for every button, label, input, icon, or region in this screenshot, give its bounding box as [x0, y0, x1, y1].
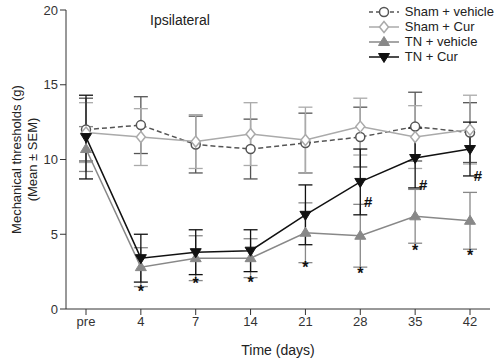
svg-text:(Mean ± SEM): (Mean ± SEM)	[25, 118, 40, 202]
html-text:Ipsilateral: Ipsilateral	[150, 12, 210, 28]
svg-text:*: *	[302, 259, 309, 276]
svg-text:21: 21	[298, 314, 312, 329]
svg-text:4: 4	[137, 314, 144, 329]
svg-text:#: #	[474, 167, 483, 184]
svg-text:10: 10	[44, 152, 58, 167]
html-text:Sham + vehicle: Sham + vehicle	[404, 4, 494, 19]
svg-text:#: #	[364, 193, 373, 210]
svg-text:#: #	[419, 176, 428, 193]
svg-text:20: 20	[44, 3, 58, 18]
svg-text:*: *	[193, 275, 200, 292]
html-text:Sham + Cur: Sham + Cur	[404, 19, 475, 34]
svg-text:35: 35	[408, 314, 422, 329]
svg-text:0: 0	[51, 302, 58, 317]
html-text:TN + vehicle: TN + vehicle	[404, 34, 478, 49]
svg-text:*: *	[467, 247, 474, 264]
svg-text:14: 14	[243, 314, 257, 329]
svg-text:28: 28	[353, 314, 367, 329]
html-text:TN + Cur: TN + Cur	[404, 49, 458, 64]
svg-text:Time (days): Time (days)	[241, 342, 314, 358]
svg-text:*: *	[138, 283, 145, 300]
svg-text:*: *	[357, 265, 364, 282]
svg-text:15: 15	[44, 77, 58, 92]
svg-text:pre: pre	[77, 314, 96, 329]
svg-text:5: 5	[51, 227, 58, 242]
svg-text:*: *	[247, 274, 254, 291]
svg-text:7: 7	[192, 314, 199, 329]
svg-text:42: 42	[463, 314, 477, 329]
svg-text:Mechanical thresholds (g): Mechanical thresholds (g)	[9, 85, 24, 234]
svg-text:*: *	[412, 242, 419, 259]
